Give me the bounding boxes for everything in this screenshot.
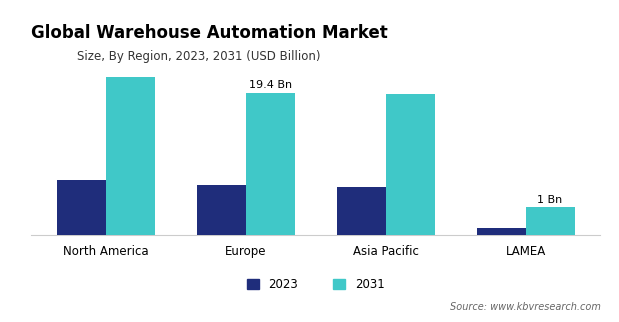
Text: Size, By Region, 2023, 2031 (USD Billion): Size, By Region, 2023, 2031 (USD Billion…	[77, 50, 321, 63]
Text: Source: www.kbvresearch.com: Source: www.kbvresearch.com	[449, 302, 600, 312]
Bar	[246, 93, 295, 235]
Text: 1 Bn: 1 Bn	[537, 195, 563, 205]
Bar	[477, 228, 526, 235]
Bar	[57, 180, 106, 235]
Bar	[526, 207, 574, 235]
Text: Global Warehouse Automation Market: Global Warehouse Automation Market	[31, 24, 387, 43]
Bar	[337, 187, 386, 235]
Bar	[197, 185, 246, 235]
Bar	[106, 15, 155, 235]
Text: 19.4 Bn: 19.4 Bn	[249, 80, 292, 90]
Bar	[386, 94, 435, 235]
Legend: 2023, 2031: 2023, 2031	[242, 273, 389, 295]
